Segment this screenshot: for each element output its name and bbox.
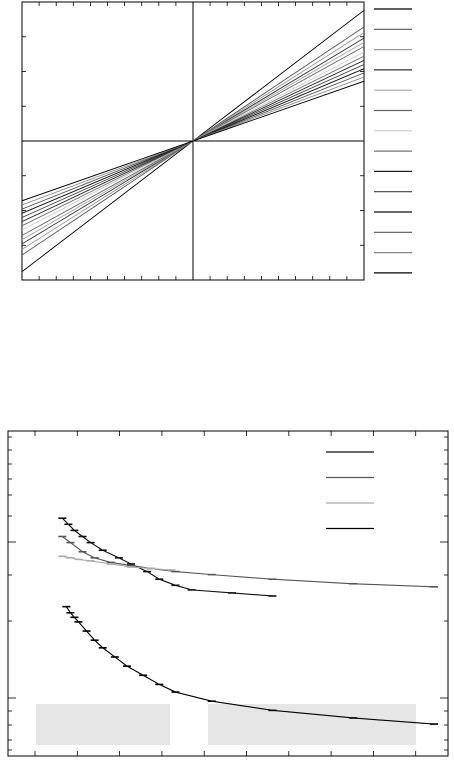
shaded-panel-left bbox=[36, 704, 170, 745]
series-line-2 bbox=[61, 536, 435, 588]
plot-frame bbox=[7, 430, 449, 757]
chart-top bbox=[21, 1, 412, 281]
shaded-panel-right bbox=[208, 704, 416, 745]
series-line-4 bbox=[65, 606, 435, 725]
series-line-14 bbox=[22, 80, 364, 202]
chart-bottom bbox=[7, 430, 449, 757]
